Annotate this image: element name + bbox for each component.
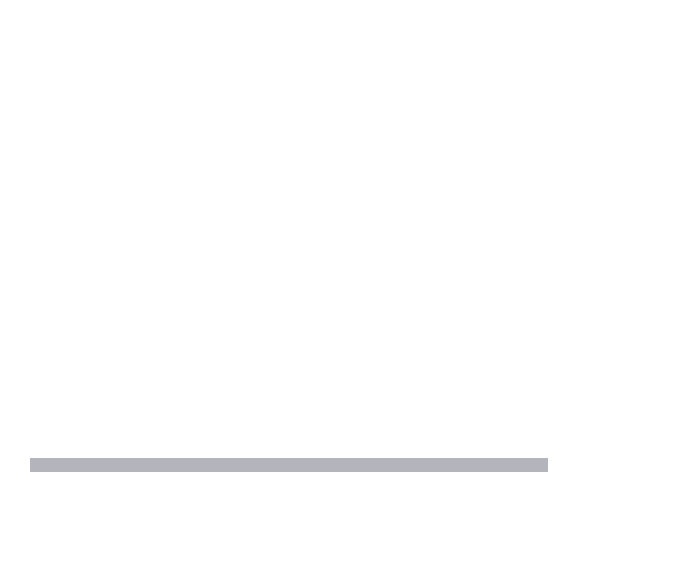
panel-b [344, 2, 674, 228]
panel-c [14, 228, 344, 454]
panel-a [14, 2, 344, 228]
legend-box [30, 458, 548, 472]
panel-d [344, 228, 674, 454]
chart-grid [14, 2, 700, 454]
